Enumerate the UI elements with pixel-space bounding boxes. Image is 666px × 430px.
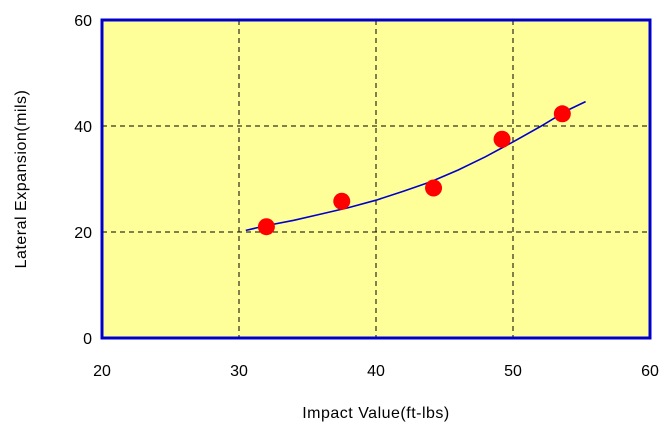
x-tick-label: 20 bbox=[93, 363, 111, 380]
grid-lines bbox=[102, 20, 650, 338]
fit-line-layer bbox=[245, 100, 586, 232]
data-points-layer bbox=[257, 105, 571, 236]
data-point bbox=[493, 130, 511, 148]
x-tick-label: 40 bbox=[367, 363, 385, 380]
fit-line bbox=[245, 100, 586, 232]
data-point bbox=[333, 192, 351, 210]
y-tick-label: 0 bbox=[83, 331, 92, 348]
data-point bbox=[425, 179, 443, 197]
y-axis-title: Lateral Expansion(mils) bbox=[13, 90, 30, 269]
x-tick-label: 60 bbox=[641, 363, 659, 380]
y-tick-label: 40 bbox=[74, 119, 92, 136]
x-axis-title: Impact Value(ft-lbs) bbox=[302, 405, 450, 422]
y-tick-label: 20 bbox=[74, 225, 92, 242]
x-tick-labels: 20 30 40 50 60 bbox=[93, 363, 659, 380]
data-point bbox=[257, 218, 275, 236]
x-tick-label: 50 bbox=[504, 363, 522, 380]
x-tick-label: 30 bbox=[230, 363, 248, 380]
y-tick-label: 60 bbox=[74, 13, 92, 30]
y-tick-labels: 0 20 40 60 bbox=[74, 13, 92, 348]
data-point bbox=[553, 105, 571, 123]
plot-frame bbox=[100, 18, 652, 340]
